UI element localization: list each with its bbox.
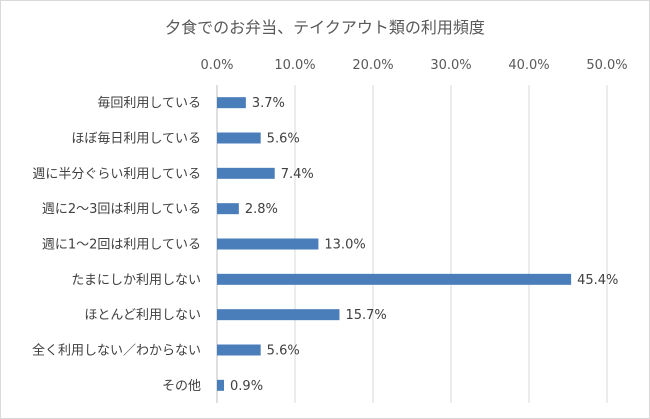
x-tick-label: 10.0% [274,58,315,73]
data-label: 5.6% [267,344,300,359]
data-label: 3.7% [252,96,285,111]
x-tick-label: 0.0% [200,58,233,73]
bar [217,379,225,391]
x-axis-ticks: 0.0% 10.0% 20.0% 30.0% 40.0% 50.0% [200,58,627,73]
data-label: 15.7% [345,308,386,323]
x-tick-label: 50.0% [586,58,627,73]
chart-title: 夕食でのお弁当、テイクアウト類の利用頻度 [165,18,485,37]
value-labels: 3.7% 5.6% 7.4% 2.8% 13.0% 45.4% 15.7% 5.6% 0.9% [230,96,618,394]
data-label: 13.0% [324,238,365,253]
bar [217,97,246,109]
data-label: 7.4% [281,167,314,182]
data-label: 0.9% [230,379,263,394]
data-label: 2.8% [245,202,278,217]
bar [217,238,319,250]
x-tick-label: 30.0% [430,58,471,73]
bar [217,167,275,179]
data-label: 5.6% [267,132,300,147]
bar [217,273,572,285]
bar [217,203,239,215]
bar [217,344,261,356]
category-label: その他 [162,379,201,394]
category-label: ほとんど利用しない [84,308,201,323]
bars [217,97,572,391]
x-tick-label: 20.0% [352,58,393,73]
data-label: 45.4% [577,273,618,288]
category-label: ほぼ毎日利用している [71,131,201,147]
category-label: 毎回利用している [97,95,201,111]
category-label: 週に1〜2回は利用している [42,238,201,253]
bar [217,309,340,321]
category-label: 全く利用しない／わからない [32,343,201,359]
category-labels: 毎回利用しているほぼ毎日利用している週に半分ぐらい利用している週に2〜3回は利用… [32,95,201,394]
category-label: たまにしか利用しない [71,273,201,288]
bar [217,132,261,144]
category-label: 週に半分ぐらい利用している [32,167,201,182]
x-tick-label: 40.0% [508,58,549,73]
category-label: 週に2〜3回は利用している [42,202,201,217]
